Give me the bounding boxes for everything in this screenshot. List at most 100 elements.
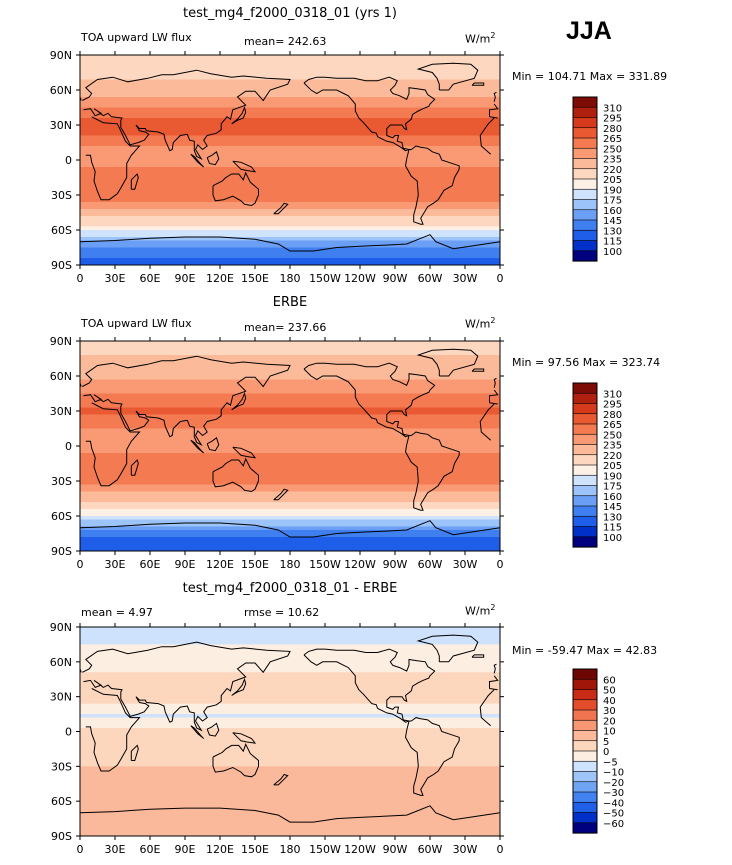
field-band: [80, 118, 500, 123]
lat-tick-label: 60S: [51, 795, 72, 808]
field-band: [80, 400, 500, 405]
field-band: [80, 474, 500, 479]
colorbar-label: −10: [603, 768, 624, 779]
lon-tick-label: 120W: [344, 272, 376, 285]
field-band: [80, 651, 500, 656]
coastline: [190, 439, 205, 454]
coastline: [232, 160, 257, 173]
field-band: [80, 55, 500, 60]
field-band: [80, 114, 500, 119]
colorbar-swatch: [572, 444, 598, 456]
coastline: [82, 69, 291, 161]
field-band: [80, 156, 500, 161]
coastline: [479, 689, 495, 708]
field-band: [80, 128, 500, 133]
coastline: [489, 688, 498, 691]
colorbar-label: 265: [603, 134, 622, 145]
season-label: JJA: [566, 17, 612, 45]
field-band: [80, 432, 500, 437]
lon-tick-label: 150E: [241, 558, 269, 571]
colorbar-label: 220: [603, 451, 622, 462]
colorbar-swatch: [572, 168, 598, 180]
coastline: [130, 173, 139, 190]
coastline: [80, 234, 500, 252]
panel-1-mean-label: mean= 242.63: [244, 35, 327, 48]
colorbar-swatch: [572, 709, 598, 721]
field-band: [80, 787, 500, 792]
field-band: [80, 428, 500, 433]
field-band: [80, 79, 500, 84]
field-band: [80, 219, 500, 224]
coastline: [82, 641, 291, 732]
colorbar-label: 145: [603, 216, 622, 227]
colorbar-label: 220: [603, 165, 622, 176]
colorbar-label: 160: [603, 206, 622, 217]
coastline: [479, 135, 492, 155]
lon-tick-label: 60W: [418, 843, 443, 856]
field-band: [80, 362, 500, 367]
colorbar-swatch: [572, 178, 598, 190]
field-band: [80, 530, 500, 535]
coastline: [231, 391, 247, 411]
field-band: [80, 477, 500, 482]
colorbar-swatch: [572, 158, 598, 170]
lon-tick-label: 0: [497, 558, 504, 571]
field-band: [80, 72, 500, 77]
field-band: [80, 237, 500, 242]
colorbar-swatch: [572, 801, 598, 814]
coastline: [273, 488, 289, 501]
coastline: [206, 722, 220, 737]
field-band: [80, 703, 500, 708]
field-band: [80, 509, 500, 514]
field-band: [80, 738, 500, 743]
lat-tick-label: 60N: [50, 656, 72, 669]
colorbar-label: 50: [603, 686, 616, 697]
coastline: [489, 103, 499, 117]
colorbar-swatch: [572, 413, 598, 425]
field-band: [80, 383, 500, 388]
panel-2-title: ERBE: [272, 295, 308, 310]
field-band: [80, 640, 500, 646]
field-band: [80, 376, 500, 381]
colorbar-label: 310: [603, 103, 622, 114]
field-band: [80, 76, 500, 81]
field-band: [80, 516, 500, 521]
colorbar-swatch: [572, 791, 598, 803]
field-band: [80, 801, 500, 806]
colorbar-swatch: [572, 526, 598, 538]
colorbar-swatch: [572, 403, 598, 415]
colorbar-swatch: [572, 137, 598, 149]
lat-tick-label: 60S: [51, 224, 72, 237]
lat-tick-label: 30S: [51, 189, 72, 202]
field-band: [80, 205, 500, 210]
panel-3-rmse-label: rmse = 10.62: [244, 606, 320, 619]
field-band: [80, 780, 500, 785]
field-band: [80, 665, 500, 670]
field-band: [80, 393, 500, 398]
colorbar-swatch: [572, 454, 598, 466]
field-band: [80, 358, 500, 363]
colorbar-label: 190: [603, 471, 622, 482]
colorbar-label: 5: [603, 737, 609, 748]
panel-1-coastlines: [80, 62, 500, 252]
field-band: [80, 526, 500, 531]
field-band: [80, 258, 500, 263]
field-band: [80, 512, 500, 517]
coastline: [85, 688, 141, 772]
field-band: [80, 547, 500, 551]
field-band: [80, 90, 500, 95]
colorbar-label: 40: [603, 696, 616, 707]
lon-tick-label: 180: [280, 843, 301, 856]
lon-tick-label: 90E: [175, 843, 196, 856]
field-band: [80, 181, 500, 186]
coastline: [231, 105, 247, 125]
lon-tick-label: 180: [280, 558, 301, 571]
colorbar-swatch: [572, 495, 598, 507]
coastline: [85, 402, 141, 487]
field-band: [80, 759, 500, 764]
coastline: [212, 457, 259, 493]
field-band: [80, 832, 500, 836]
field-band: [80, 233, 500, 238]
lat-tick-label: 0: [65, 726, 72, 739]
